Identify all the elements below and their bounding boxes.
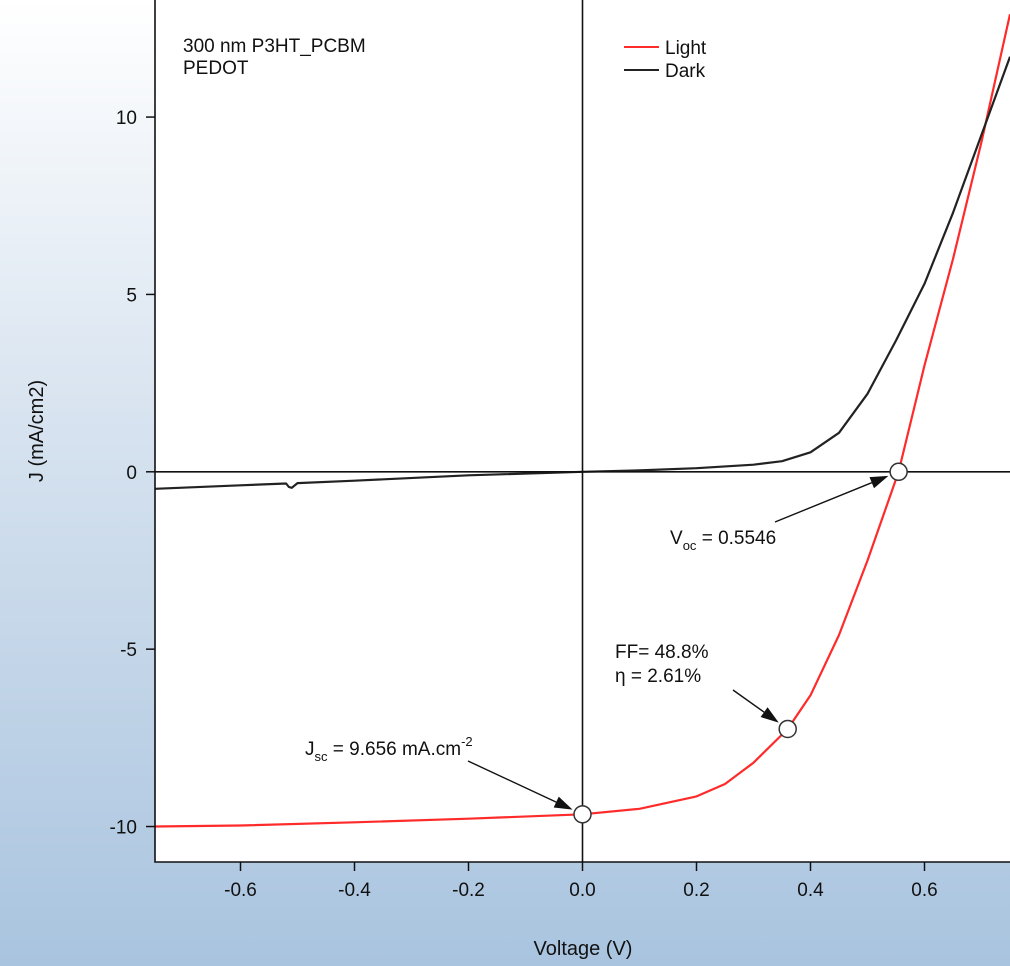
arrow-voc — [774, 482, 873, 523]
arrowhead-ff — [760, 707, 779, 723]
y-tick-label: 10 — [116, 108, 137, 129]
ff-annotation: FF= 48.8% — [615, 642, 709, 663]
curves-layer — [154, 13, 1010, 828]
series-line-dark — [154, 56, 1010, 490]
legend-label-light: Light — [665, 38, 707, 59]
series-line-light — [154, 13, 1010, 828]
zero-lines — [155, 0, 1010, 862]
device-label-line-2: PEDOT — [183, 58, 249, 79]
x-axis-title: Voltage (V) — [534, 938, 633, 960]
device-label-line-1: 300 nm P3HT_PCBM — [183, 36, 366, 57]
x-axis-ticks: -0.6 -0.4 -0.2 0.0 0.2 0.4 0.6 — [224, 862, 938, 901]
legend: Light Dark — [624, 38, 707, 82]
voc-annotation: Voc = 0.5546 — [670, 528, 776, 553]
jsc-annotation: Jsc = 9.656 mA.cm-2 — [305, 734, 473, 764]
x-tick-label: 0.4 — [797, 880, 824, 901]
y-tick-label: 0 — [126, 463, 137, 484]
x-tick-label: 0.6 — [911, 880, 937, 901]
arrow-ff — [732, 689, 765, 713]
x-tick-label: 0.2 — [683, 880, 709, 901]
x-tick-label: -0.2 — [452, 880, 485, 901]
y-axis-ticks: -10 -5 0 5 10 — [110, 108, 155, 839]
y-tick-label: -5 — [120, 640, 137, 661]
arrowhead-voc — [869, 475, 889, 489]
legend-label-dark: Dark — [665, 61, 706, 82]
x-tick-label: -0.4 — [338, 880, 371, 901]
y-tick-label: -10 — [110, 818, 137, 839]
marker-jsc — [573, 805, 592, 824]
efficiency-annotation: η = 2.61% — [615, 666, 701, 687]
y-axis-title: J (mA/cm2) — [26, 380, 48, 482]
key-point-markers — [573, 462, 908, 824]
arrowhead-jsc — [553, 796, 573, 810]
x-tick-label: -0.6 — [224, 880, 257, 901]
x-tick-label: 0.0 — [569, 880, 595, 901]
annotation-arrows — [467, 475, 889, 810]
plot-frame — [154, 0, 1010, 863]
marker-ff — [778, 719, 797, 739]
marker-voc — [889, 462, 908, 482]
arrow-jsc — [467, 760, 557, 803]
y-tick-label: 5 — [126, 285, 137, 306]
